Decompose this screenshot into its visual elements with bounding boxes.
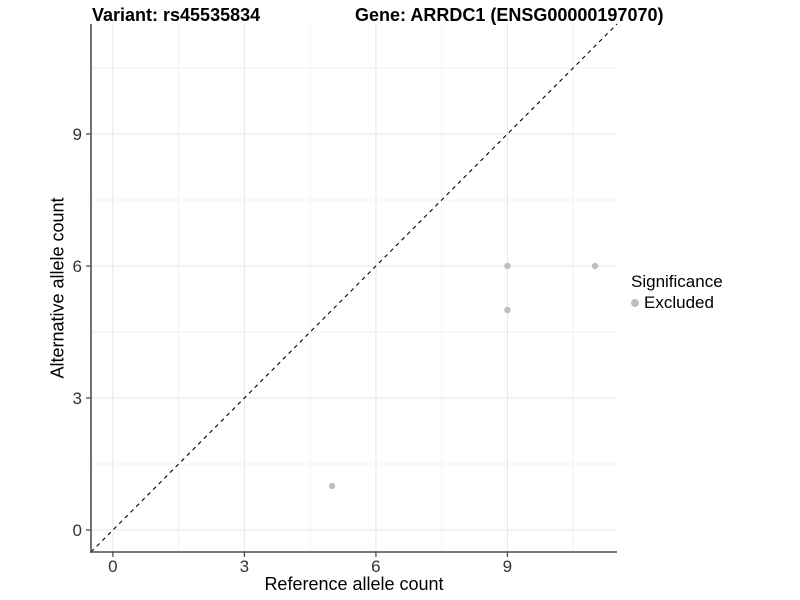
legend: Significance Excluded (631, 272, 723, 313)
legend-title: Significance (631, 272, 723, 291)
grid-minor (91, 24, 617, 552)
legend-point-icon (631, 299, 639, 307)
x-axis-title: Reference allele count (264, 574, 444, 594)
y-tick-label: 0 (73, 521, 82, 540)
y-axis-title: Alternative allele count (47, 197, 68, 379)
legend-item-label: Excluded (644, 293, 714, 312)
x-tick-label: 3 (240, 557, 249, 576)
x-tick-label: 0 (108, 557, 117, 576)
axis-lines (90, 24, 617, 553)
identity-dashed-line (90, 23, 618, 553)
data-point (504, 306, 511, 314)
data-point (328, 482, 336, 490)
tick-marks (86, 133, 509, 557)
data-point (591, 262, 599, 270)
plot-title-gene: Gene: ARRDC1 (ENSG00000197070) (355, 5, 664, 25)
legend-item-excluded: Excluded (631, 293, 723, 313)
plot-title-variant: Variant: rs45535834 (92, 5, 261, 25)
data-points (328, 262, 599, 490)
x-tick-label: 9 (503, 557, 512, 576)
data-point (504, 262, 511, 270)
tick-labels: 0 3 6 9 0 3 6 9 (73, 125, 513, 576)
y-tick-label: 3 (73, 389, 82, 408)
grid-major (91, 24, 617, 552)
x-tick-label: 6 (371, 557, 380, 576)
y-tick-label: 9 (73, 125, 82, 144)
y-tick-label: 6 (73, 257, 82, 276)
